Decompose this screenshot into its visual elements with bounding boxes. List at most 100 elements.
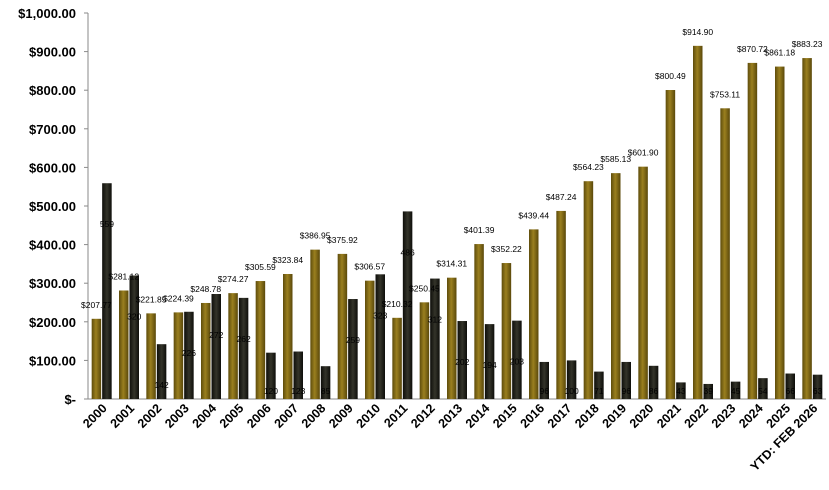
x-tick-label: 2023 xyxy=(709,401,739,431)
y-tick-label: $900.00 xyxy=(29,45,76,60)
x-tick-label: 2009 xyxy=(326,401,356,431)
data-label-price: $487.24 xyxy=(546,192,577,202)
bar-price xyxy=(775,66,785,399)
data-label-count: 96 xyxy=(540,386,550,396)
bar-count xyxy=(703,383,713,399)
bar-count xyxy=(566,360,577,399)
data-label-count: 194 xyxy=(482,360,496,370)
data-label-count: 96 xyxy=(622,386,632,396)
bar-count xyxy=(184,311,194,399)
y-tick-label: $100.00 xyxy=(29,353,76,368)
data-label-price: $314.31 xyxy=(436,259,467,269)
bar-count xyxy=(812,374,823,399)
data-label-price: $306.57 xyxy=(354,262,385,272)
data-label-price: $250.45 xyxy=(409,283,440,293)
data-label-price: $274.27 xyxy=(218,274,249,284)
data-label-count: 259 xyxy=(346,335,360,345)
bar-price xyxy=(173,312,184,399)
y-tick-label: $700.00 xyxy=(29,122,76,137)
bar-price xyxy=(720,108,730,400)
x-tick-label: 2005 xyxy=(217,401,247,431)
data-label-count: 262 xyxy=(236,334,250,344)
bar-count xyxy=(348,299,358,399)
bar-count xyxy=(539,361,549,399)
x-tick-label: 2017 xyxy=(545,401,575,431)
data-label-price: $248.78 xyxy=(190,284,221,294)
y-tick-label: $800.00 xyxy=(29,83,76,98)
y-tick-label: $300.00 xyxy=(29,276,76,291)
x-axis-ticks: 2000200120022003200420052006200720082009… xyxy=(80,401,820,474)
data-label-price: $224.39 xyxy=(163,293,194,303)
bar-count xyxy=(676,382,686,399)
data-label-count: 202 xyxy=(455,357,469,367)
bar-price xyxy=(228,293,238,399)
bar-count xyxy=(648,365,659,399)
x-tick-label: 2006 xyxy=(244,401,274,431)
y-tick-label: $400.00 xyxy=(29,238,76,253)
data-label-price: $352.22 xyxy=(491,244,522,254)
x-tick-label: 2008 xyxy=(299,401,329,431)
data-label-price: $870.72 xyxy=(737,44,768,54)
bar-price xyxy=(501,263,512,399)
data-label-count: 45 xyxy=(731,386,741,396)
bar-price xyxy=(255,281,266,399)
bar-price xyxy=(665,90,676,399)
data-label-count: 86 xyxy=(649,386,659,396)
bar-price xyxy=(337,253,348,399)
bar-price xyxy=(283,273,293,399)
bar-count xyxy=(785,373,795,399)
data-label-price: $585.13 xyxy=(600,154,631,164)
bar-price xyxy=(583,181,594,399)
data-label-count: 100 xyxy=(564,386,578,396)
bar-price xyxy=(474,244,484,399)
y-tick-label: $200.00 xyxy=(29,315,76,330)
x-tick-label: 2002 xyxy=(135,401,165,431)
data-label-count: 63 xyxy=(813,386,823,396)
data-label-count: 320 xyxy=(127,311,141,321)
bar-price xyxy=(392,317,402,399)
data-label-price: $800.49 xyxy=(655,71,686,81)
bar-count xyxy=(375,274,385,399)
data-label-price: $207.77 xyxy=(81,300,112,310)
x-tick-label: 2001 xyxy=(108,401,138,431)
bar-count xyxy=(102,183,112,399)
x-tick-label: 2004 xyxy=(190,401,220,431)
bar-price xyxy=(447,277,457,399)
y-tick-label: $600.00 xyxy=(29,160,76,175)
bar-count xyxy=(758,378,768,399)
data-label-price: $914.90 xyxy=(682,27,713,37)
bar-price xyxy=(146,313,156,399)
bar-count xyxy=(484,324,495,399)
bar-count xyxy=(129,275,139,399)
x-tick-label: 2018 xyxy=(572,401,602,431)
data-label-count: 120 xyxy=(264,386,278,396)
y-tick-label: $500.00 xyxy=(29,199,76,214)
bar-price xyxy=(419,302,430,399)
chart-axes xyxy=(87,13,826,400)
x-tick-label: 2015 xyxy=(490,401,520,431)
bar-price xyxy=(91,318,102,399)
x-tick-label: 2003 xyxy=(162,401,192,431)
x-tick-label: 2012 xyxy=(408,401,438,431)
data-label-price: $210.32 xyxy=(382,299,413,309)
data-label-price: $564.23 xyxy=(573,162,604,172)
data-label-count: 142 xyxy=(154,380,168,390)
x-tick-label: 2010 xyxy=(354,401,384,431)
data-labels: $207.77 559 $281.12 320 $221.85 142 $224.39 226… xyxy=(81,27,823,396)
x-tick-label: 2019 xyxy=(600,401,630,431)
bar-price xyxy=(611,173,621,399)
data-label-price: $305.59 xyxy=(245,262,276,272)
bar-count xyxy=(621,361,631,399)
data-label-count: 123 xyxy=(291,386,305,396)
data-label-count: 203 xyxy=(510,357,524,367)
bar-price xyxy=(638,166,648,399)
x-tick-label: 2000 xyxy=(80,401,110,431)
bar-price xyxy=(365,280,375,399)
bar-price xyxy=(119,290,129,399)
bar-count xyxy=(293,351,303,399)
bar-count xyxy=(211,294,221,399)
data-label-price: $401.39 xyxy=(464,225,495,235)
data-label-price: $439.44 xyxy=(518,210,549,220)
bar-price xyxy=(693,45,703,399)
